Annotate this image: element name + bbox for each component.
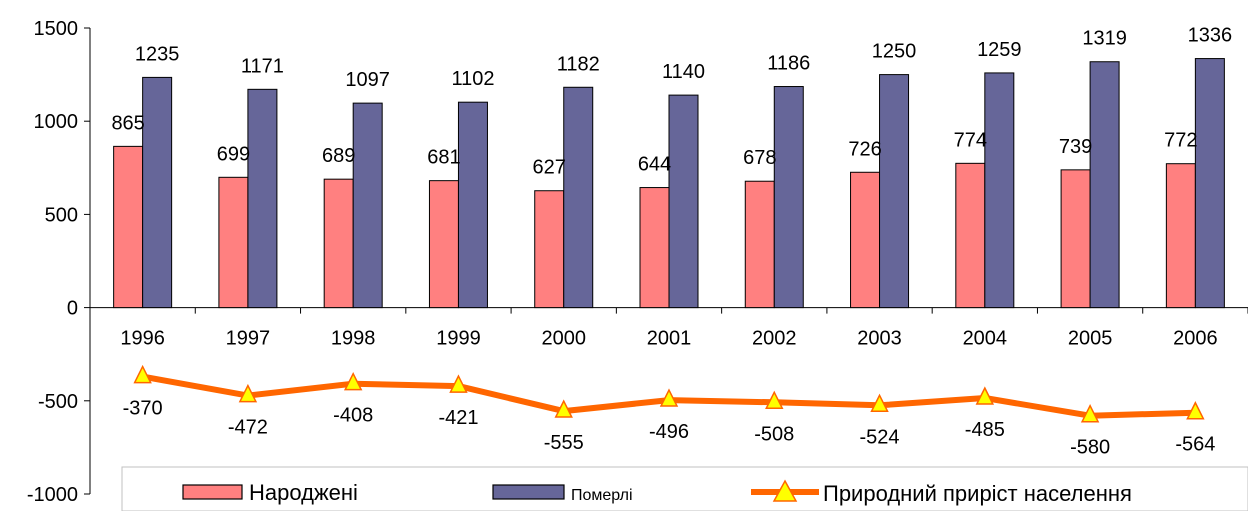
bar-deaths	[984, 72, 1015, 309]
y-tick-label: -1000	[27, 484, 78, 506]
data-label-deaths: 1259	[977, 39, 1022, 61]
bar-deaths	[1194, 58, 1225, 309]
x-tick-label: 2004	[963, 328, 1008, 350]
bar-births	[218, 176, 249, 309]
x-tick-label: 1999	[436, 328, 481, 350]
growth-point	[659, 388, 679, 407]
x-tick-label: 2002	[752, 328, 797, 350]
growth-point	[133, 364, 152, 384]
legend-swatch-births	[182, 484, 243, 500]
growth-point	[238, 383, 258, 403]
data-label-growth: -370	[123, 398, 163, 420]
data-label-births: 865	[111, 112, 144, 134]
data-label-growth: -564	[1175, 434, 1215, 456]
data-label-births: 699	[217, 143, 250, 165]
data-label-deaths: 1250	[872, 41, 917, 63]
growth-point	[449, 374, 468, 393]
growth-point	[870, 393, 889, 413]
data-label-births: 739	[1059, 136, 1092, 158]
data-labels: 865 1235 699 1171 689 1097 681 1102 627 1182 644 11…	[111, 25, 1232, 459]
data-label-births: 772	[1164, 130, 1197, 152]
bar-births	[1165, 163, 1196, 309]
data-label-deaths: 1235	[135, 43, 180, 65]
x-tick-label: 1996	[120, 328, 165, 350]
x-tick-label: 2006	[1173, 328, 1218, 350]
x-tick-label: 2000	[541, 328, 586, 350]
data-label-deaths: 1182	[557, 53, 600, 75]
legend-swatch-deaths	[492, 484, 565, 500]
y-tick-label: 1000	[34, 111, 79, 133]
bar-births	[113, 145, 144, 309]
x-tick-label: 1997	[226, 328, 271, 350]
bar-births	[850, 171, 881, 309]
data-label-births: 726	[848, 138, 881, 160]
legend-label-growth: Природний приріст населення	[823, 481, 1132, 506]
data-label-growth: -472	[228, 417, 268, 439]
y-tick-label: 1500	[34, 18, 79, 40]
growth-point	[554, 399, 573, 418]
y-tick-label: 500	[45, 204, 78, 226]
bar-deaths	[668, 94, 699, 309]
data-label-deaths: 1319	[1082, 28, 1127, 50]
axes: -1000 -500 0 500 1000 1500 1996 1997 1998 1999 200…	[27, 18, 1248, 506]
line-layer	[133, 364, 1205, 423]
bar-births	[323, 178, 354, 309]
bar-births	[428, 180, 459, 309]
growth-point	[765, 390, 784, 410]
data-label-growth: -580	[1070, 437, 1110, 459]
bars	[113, 58, 1225, 309]
legend-box	[121, 466, 1248, 511]
legend: Народжені Померлі Природний приріст насе…	[121, 466, 1248, 511]
data-label-births: 627	[533, 157, 566, 179]
growth-point	[1186, 401, 1205, 420]
data-label-births: 774	[954, 129, 987, 151]
data-label-growth: -555	[544, 432, 584, 454]
bar-deaths	[352, 102, 383, 309]
bar-deaths	[1089, 61, 1120, 309]
bar-births	[534, 190, 565, 309]
bar-deaths	[142, 76, 173, 309]
x-tick-label: 2001	[647, 328, 692, 350]
data-label-births: 678	[743, 147, 776, 169]
data-label-deaths: 1102	[451, 68, 494, 90]
growth-point	[343, 371, 363, 391]
data-label-deaths: 1097	[345, 69, 390, 91]
bar-births	[639, 187, 670, 309]
data-label-deaths: 1336	[1188, 25, 1233, 47]
bar-births	[955, 162, 986, 309]
data-label-deaths: 1171	[241, 55, 284, 77]
bar-deaths	[457, 101, 488, 309]
growth-point	[975, 386, 995, 405]
bar-births	[744, 180, 775, 309]
legend-label-births: Народжені	[249, 480, 358, 505]
data-label-growth: -496	[649, 421, 689, 443]
x-tick-label: 1998	[331, 328, 376, 350]
data-label-growth: -524	[860, 426, 900, 448]
data-label-growth: -421	[438, 407, 478, 429]
bar-deaths	[247, 88, 278, 309]
y-tick-label: -500	[38, 391, 78, 413]
x-tick-label: 2003	[857, 328, 902, 350]
data-label-growth: -408	[333, 405, 373, 427]
y-tick-label: 0	[67, 298, 78, 320]
data-label-births: 681	[427, 147, 460, 169]
data-label-deaths: 1140	[662, 61, 705, 83]
bar-deaths	[563, 86, 594, 309]
bar-deaths	[879, 74, 910, 309]
data-label-growth: -508	[754, 423, 794, 445]
bar-births	[1060, 169, 1091, 309]
data-label-births: 689	[322, 145, 355, 167]
data-label-births: 644	[638, 154, 671, 176]
data-label-growth: -485	[965, 419, 1005, 441]
legend-marker-growth	[772, 479, 798, 502]
bar-deaths	[773, 86, 804, 309]
x-tick-label: 2005	[1068, 328, 1113, 350]
data-label-deaths: 1186	[767, 53, 810, 75]
legend-label-deaths: Померлі	[571, 487, 633, 504]
growth-point	[1080, 404, 1100, 423]
